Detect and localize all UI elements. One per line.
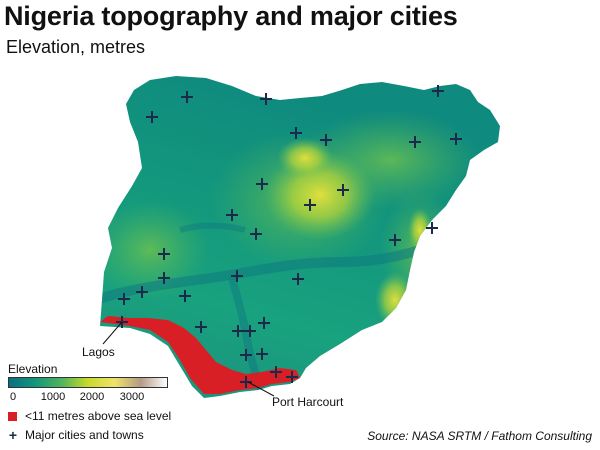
city-marker [290,127,302,139]
legend-tick-3000: 3000 [119,391,145,403]
city-marker [432,85,444,97]
legend-title: Elevation [8,362,58,376]
city-marker [226,209,238,221]
city-marker [256,348,268,360]
city-cross-icon: + [8,427,18,443]
city-marker [409,136,421,148]
elevation-color-bar [8,377,168,388]
city-marker [426,222,438,234]
legend-tick-0: 0 [10,391,17,403]
legend-lowland-row: <11 metres above sea level [8,409,171,423]
city-marker [292,273,304,285]
lowland-coastal-zone [100,316,300,394]
city-marker [231,270,243,282]
city-marker [232,325,244,337]
city-marker [146,111,158,123]
city-marker [240,376,252,388]
city-marker [195,321,207,333]
city-marker [158,272,170,284]
city-marker [256,178,268,190]
legend-tick-2000: 2000 [79,391,105,403]
port-harcourt-leader-line [247,381,275,397]
city-marker [304,199,316,211]
city-marker [240,349,252,361]
city-marker [136,286,148,298]
city-marker [286,371,298,383]
city-markers [116,85,462,388]
lowland-label: <11 metres above sea level [25,409,172,423]
city-marker [244,325,256,337]
city-marker [320,134,332,146]
city-marker [270,366,282,378]
lagos-leader-line [102,321,123,345]
lagos-label: Lagos [82,345,115,359]
map-subtitle: Elevation, metres [6,37,146,57]
lowland-swatch [8,411,17,421]
city-marker [258,317,270,329]
source-note: Source: NASA SRTM / Fathom Consulting [367,429,592,443]
city-marker [181,91,193,103]
city-marker [179,290,191,302]
city-marker [337,184,349,196]
legend-cities-row: + Major cities and towns [8,428,144,442]
city-marker [450,133,462,145]
city-marker [389,234,401,246]
map-title: Nigeria topography and major cities [4,1,458,31]
city-marker [118,293,130,305]
city-marker [260,93,272,105]
city-marker [158,248,170,260]
port-harcourt-label: Port Harcourt [272,395,344,409]
cities-label: Major cities and towns [25,428,144,442]
legend-tick-1000: 1000 [40,391,66,403]
city-marker [250,228,262,240]
